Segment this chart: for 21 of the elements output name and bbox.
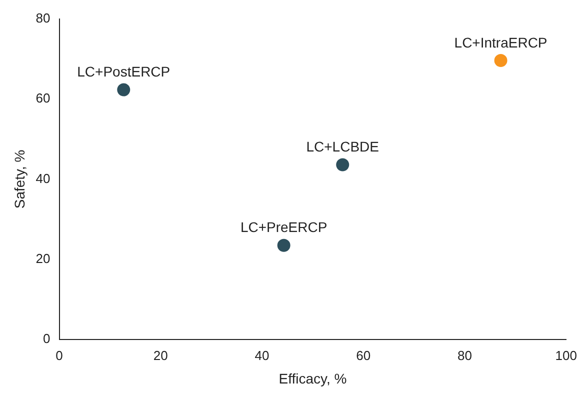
x-axis-title: Efficacy, % xyxy=(278,370,347,386)
x-tick-label: 40 xyxy=(254,348,270,363)
point xyxy=(494,54,508,68)
y-tick-label: 20 xyxy=(36,250,50,266)
x-tick-label: 60 xyxy=(356,348,371,363)
y-tick-label: 60 xyxy=(36,90,50,106)
x-tick-label: 100 xyxy=(555,348,578,363)
x-tick-label: 80 xyxy=(458,348,472,363)
point xyxy=(117,83,130,96)
point xyxy=(336,158,350,172)
x-tick-label: 0 xyxy=(56,348,63,363)
annotation: LC+IntraERCP xyxy=(454,34,548,50)
y-tick-label: 0 xyxy=(43,331,50,346)
x-tick-label: 20 xyxy=(153,348,168,363)
point xyxy=(277,238,290,252)
y-axis-title: Safety, % xyxy=(11,150,28,209)
y-tick-label: 80 xyxy=(36,10,50,26)
y-tick-label: 40 xyxy=(36,170,50,186)
annotation: LC+PreERCP xyxy=(240,219,328,236)
annotation: LC+LCBDE xyxy=(306,138,379,155)
annotation: LC+PostERCP xyxy=(77,64,170,80)
